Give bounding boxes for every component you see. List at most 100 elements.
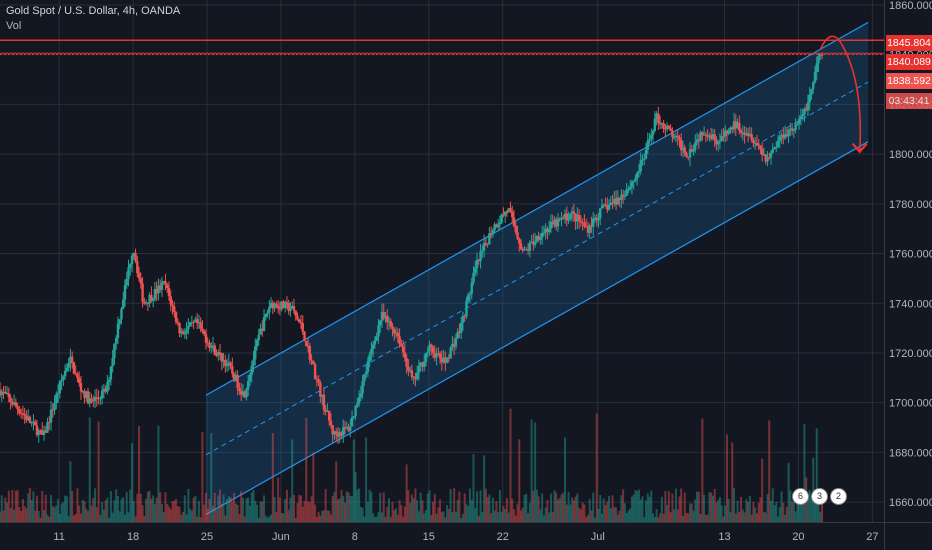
event-badge[interactable]: 3 bbox=[811, 488, 828, 505]
volume-bar bbox=[277, 477, 280, 522]
candle-body bbox=[711, 134, 715, 139]
candle-body bbox=[653, 118, 657, 131]
candle-body bbox=[250, 365, 253, 375]
volume-bar bbox=[476, 491, 479, 522]
volume-bar bbox=[632, 494, 635, 522]
volume-bar bbox=[808, 489, 811, 522]
candle-body bbox=[118, 319, 121, 324]
candle-body bbox=[560, 217, 563, 220]
time-axis[interactable]: 11 18 25 Jun 8 15 22 Jul 13 20 27 bbox=[0, 522, 932, 544]
candle-body bbox=[602, 204, 605, 206]
candle-body bbox=[766, 157, 769, 162]
volume-bar bbox=[384, 516, 387, 522]
volume-bar bbox=[317, 511, 320, 522]
volume-bar bbox=[699, 514, 702, 522]
candle-body bbox=[174, 312, 178, 322]
volume-bar bbox=[261, 501, 264, 522]
volume-bar bbox=[65, 496, 68, 522]
volume-bar bbox=[315, 516, 318, 522]
candle-body bbox=[815, 63, 818, 73]
volume-bar bbox=[44, 494, 47, 522]
volume-bar bbox=[430, 514, 433, 522]
volume-bar bbox=[578, 507, 581, 522]
volume-bar bbox=[83, 501, 86, 522]
volume-bar bbox=[206, 508, 209, 522]
volume-bar bbox=[108, 517, 111, 522]
candle-body bbox=[320, 394, 324, 397]
candle-body bbox=[405, 357, 408, 367]
candle-body bbox=[23, 413, 26, 416]
economic-events[interactable]: 6 3 2 bbox=[792, 488, 847, 505]
candle-body bbox=[716, 141, 720, 145]
price-axis[interactable]: 1660.000 1680.000 1700.000 1720.000 1740.000… bbox=[884, 0, 932, 550]
candle-body bbox=[382, 312, 385, 319]
volume-bar bbox=[541, 493, 544, 522]
volume-bar bbox=[694, 499, 697, 522]
time-tick-label: Jun bbox=[272, 531, 290, 543]
candle-body bbox=[206, 342, 209, 344]
candle-body bbox=[65, 367, 69, 371]
candle-body bbox=[519, 243, 523, 249]
symbol-title[interactable]: Gold Spot / U.S. Dollar, 4h, OANDA bbox=[6, 5, 181, 17]
volume-bar bbox=[673, 509, 676, 522]
volume-bar bbox=[467, 505, 470, 522]
candle-body bbox=[78, 378, 81, 384]
event-badge[interactable]: 2 bbox=[830, 488, 847, 505]
volume-bar bbox=[586, 514, 589, 522]
parallel-channel[interactable] bbox=[205, 21, 869, 516]
time-tick-label: 18 bbox=[127, 531, 139, 543]
candle-body bbox=[35, 425, 39, 435]
candle-body bbox=[25, 415, 28, 421]
volume-bar bbox=[58, 513, 61, 522]
candle-body bbox=[715, 139, 718, 145]
volume-label[interactable]: Vol bbox=[6, 20, 22, 32]
volume-bar bbox=[35, 495, 38, 522]
volume-bar bbox=[817, 504, 820, 522]
volume-bar bbox=[215, 509, 218, 522]
forecast-arrow[interactable] bbox=[819, 35, 868, 154]
volume-bar bbox=[220, 503, 223, 522]
candle-body bbox=[317, 379, 320, 383]
volume-bar bbox=[608, 496, 611, 522]
candle-body bbox=[493, 224, 496, 231]
candle-body bbox=[667, 125, 671, 129]
candle-body bbox=[665, 125, 669, 130]
horizontal-levels[interactable] bbox=[0, 39, 884, 55]
candle-body bbox=[720, 136, 723, 141]
volume-bar bbox=[282, 513, 285, 522]
candle-body bbox=[153, 289, 157, 299]
volume-bar bbox=[792, 492, 795, 522]
volume-bar bbox=[528, 503, 531, 522]
volume-bar bbox=[759, 497, 762, 522]
candle-body bbox=[724, 130, 727, 137]
volume-bar bbox=[250, 492, 253, 522]
candle-body bbox=[62, 376, 65, 381]
volume-bar bbox=[470, 499, 473, 522]
volume-bar bbox=[67, 515, 70, 522]
candle-body bbox=[488, 233, 491, 245]
volume-bar bbox=[81, 499, 84, 522]
volume-bar bbox=[4, 497, 7, 522]
volume-bar bbox=[754, 507, 757, 522]
volume-bar bbox=[189, 508, 192, 522]
volume-bar bbox=[349, 495, 352, 522]
candle-body bbox=[357, 397, 361, 404]
candle-body bbox=[143, 301, 146, 304]
event-badge[interactable]: 6 bbox=[792, 488, 809, 505]
candle-body bbox=[553, 219, 556, 225]
candle-body bbox=[586, 226, 590, 233]
candle-body bbox=[702, 134, 706, 136]
candle-body bbox=[227, 362, 231, 366]
candle-body bbox=[532, 241, 535, 245]
candle-body bbox=[384, 315, 387, 319]
candle-body bbox=[342, 427, 345, 436]
candle-body bbox=[503, 211, 507, 216]
volume-bar bbox=[571, 497, 574, 522]
candle-body bbox=[544, 228, 547, 233]
volume-bar bbox=[648, 496, 651, 522]
candle-body bbox=[55, 394, 58, 404]
volume-bar bbox=[159, 492, 162, 522]
volume-bar bbox=[224, 515, 227, 522]
volume-bar bbox=[542, 515, 545, 522]
